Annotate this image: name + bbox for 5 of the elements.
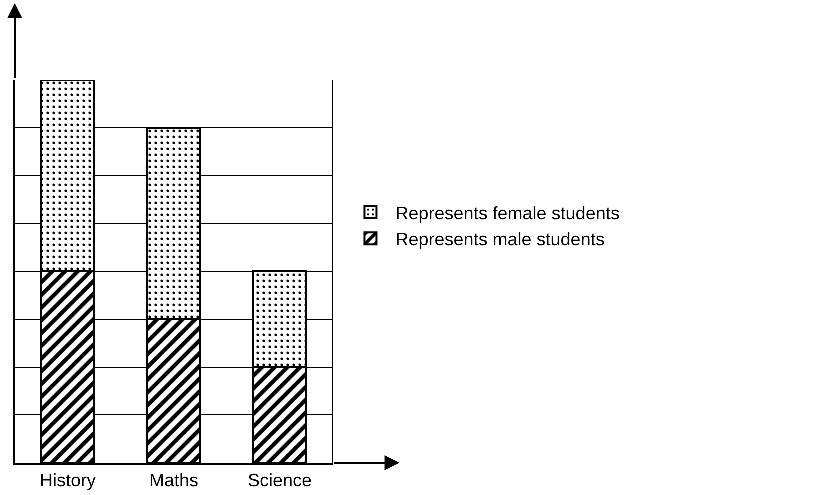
x-tick-label: History xyxy=(40,470,96,491)
text: Represents male students xyxy=(396,230,605,250)
x-tick-label: Science xyxy=(248,470,312,491)
text: Represents female students xyxy=(396,203,620,224)
x-tick-label: Maths xyxy=(149,470,199,491)
